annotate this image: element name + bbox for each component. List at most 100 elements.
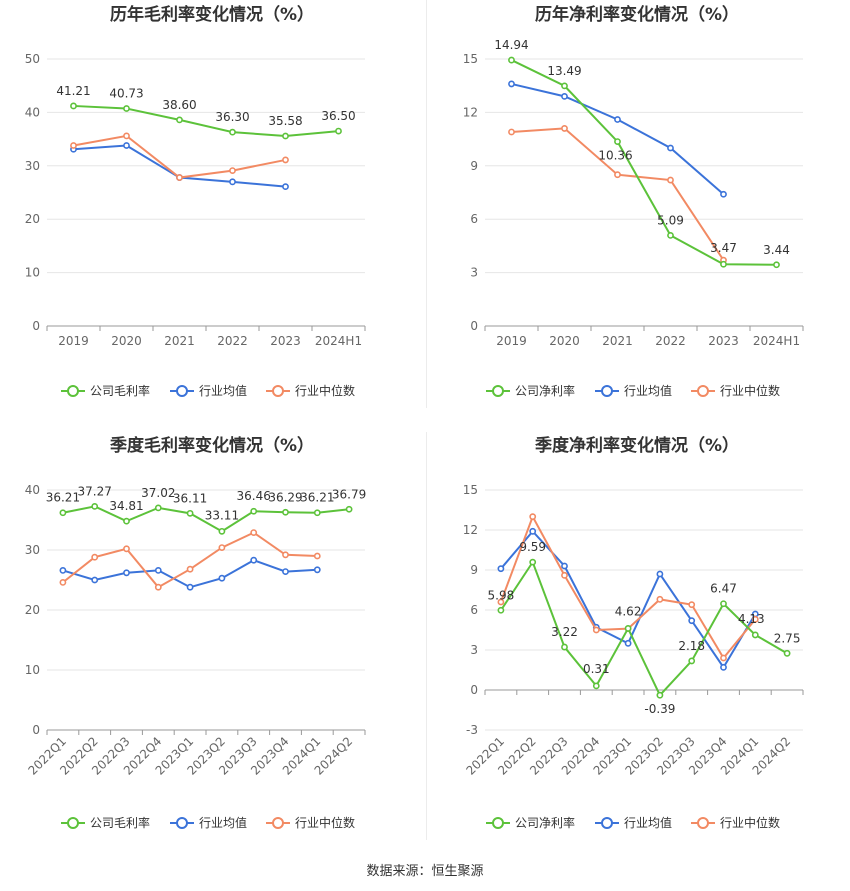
legend-item: 行业均值	[170, 815, 247, 830]
data-point	[720, 190, 727, 198]
legend-marker	[492, 385, 504, 397]
data-point	[688, 657, 696, 665]
data-point	[529, 527, 537, 535]
chart-title: 季度净利率变化情况（%）	[535, 435, 739, 456]
data-label: 36.46	[237, 489, 271, 503]
data-point	[186, 509, 194, 517]
data-point	[229, 128, 236, 136]
y-tick-label: 9	[470, 159, 478, 173]
data-point	[282, 183, 289, 191]
data-point	[91, 553, 99, 561]
data-point	[250, 507, 258, 515]
annual-net-margin-chart: 历年净利率变化情况（%） 0 3 6 9 12 15 2019 2020 2021 2022 2023…	[463, 4, 804, 398]
data-point	[561, 125, 568, 132]
legend-item: 行业中位数	[266, 815, 355, 830]
data-point	[123, 105, 130, 112]
data-point	[229, 167, 236, 175]
data-point	[497, 606, 505, 614]
data-point	[154, 583, 162, 591]
legend-marker	[697, 385, 709, 397]
data-point	[282, 551, 289, 559]
legend-label: 行业均值	[624, 815, 672, 830]
data-point	[561, 92, 568, 100]
quarterly-gross-margin-chart: 季度毛利率变化情况（%）0102030402022Q12022Q22022Q32…	[25, 435, 367, 830]
data-point	[229, 178, 236, 186]
data-point	[624, 624, 632, 632]
data-point	[614, 116, 621, 123]
data-label: 2.18	[678, 639, 705, 653]
data-label: 14.94	[494, 38, 528, 52]
data-point	[345, 505, 353, 513]
data-point	[313, 552, 321, 560]
data-point	[508, 128, 515, 136]
x-tick-label: 2024H1	[315, 334, 362, 348]
data-label: 35.58	[268, 114, 302, 128]
data-point	[720, 663, 727, 671]
data-point	[497, 565, 505, 573]
data-point	[313, 566, 321, 574]
x-tick-label: 2022	[655, 334, 686, 348]
x-tick-label: 2023	[270, 334, 301, 348]
x-tick-label: 2021	[164, 334, 195, 348]
data-point	[497, 598, 505, 606]
x-tick-label: 2019	[496, 334, 527, 348]
data-point	[123, 517, 130, 525]
data-point	[123, 142, 130, 149]
legend-label: 公司净利率	[515, 383, 575, 398]
y-tick-label: -3	[466, 723, 478, 737]
data-point	[282, 508, 289, 516]
legend-label: 公司毛利率	[90, 383, 150, 398]
legend-label: 行业中位数	[295, 383, 355, 398]
data-point	[751, 631, 759, 639]
legend-item: 行业中位数	[691, 815, 780, 830]
data-point	[123, 132, 130, 140]
data-label: 9.59	[519, 540, 546, 554]
data-point	[592, 682, 600, 690]
series-line	[500, 559, 788, 697]
data-label: 36.11	[173, 491, 207, 505]
data-point	[91, 576, 99, 584]
chart-title: 历年净利率变化情况（%）	[535, 4, 739, 25]
y-tick-label: 30	[25, 543, 40, 557]
data-label: 2.75	[774, 631, 801, 645]
x-tick-label: 2020	[549, 334, 580, 348]
data-point	[656, 595, 664, 603]
panel-divider-top	[426, 0, 427, 408]
data-label: 4.62	[615, 604, 642, 618]
data-point	[186, 565, 194, 573]
data-point	[592, 626, 600, 634]
data-point	[529, 513, 537, 521]
y-tick-label: 6	[470, 212, 478, 226]
data-point	[154, 566, 162, 574]
data-point	[667, 144, 674, 152]
data-label: 40.73	[109, 87, 143, 101]
data-point	[335, 127, 342, 135]
legend-item: 行业均值	[595, 383, 672, 398]
data-point	[313, 509, 321, 517]
data-point	[720, 600, 727, 608]
data-label: 6.47	[710, 582, 737, 596]
quarterly-net-margin-chart: 季度净利率变化情况（%）-3036912152022Q12022Q22022Q3…	[463, 435, 804, 830]
data-point	[614, 171, 621, 179]
data-point	[123, 545, 130, 553]
y-tick-label: 50	[25, 52, 40, 66]
data-point	[282, 568, 289, 575]
data-point	[561, 82, 568, 90]
data-point	[70, 102, 77, 110]
data-point	[123, 569, 130, 577]
data-label: 37.02	[141, 486, 175, 500]
x-tick-label: 2022	[217, 334, 248, 348]
series-line	[62, 505, 350, 533]
data-label: 36.79	[332, 487, 366, 501]
data-point	[59, 566, 67, 574]
legend-marker	[272, 817, 284, 829]
data-label: -0.39	[644, 702, 675, 716]
legend-label: 公司净利率	[515, 815, 575, 830]
data-source-note: 数据来源：恒生聚源	[366, 864, 484, 879]
data-point	[250, 556, 258, 564]
data-point	[218, 574, 226, 582]
legend-marker	[176, 385, 188, 397]
x-tick-label: 2020	[111, 334, 142, 348]
legend-item: 行业中位数	[691, 383, 780, 398]
legend-label: 行业均值	[199, 383, 247, 398]
